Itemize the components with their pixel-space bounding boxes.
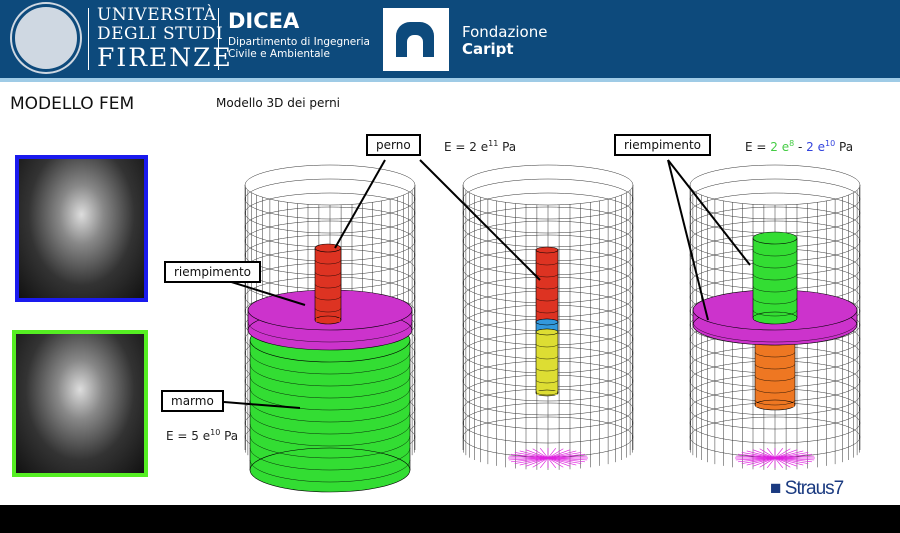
callout-arrow: [223, 401, 301, 409]
marble-block-grid: [249, 387, 411, 411]
callout-arrow: [667, 159, 709, 321]
filling-core-top: [752, 231, 798, 245]
filling-disc-grid: [247, 321, 413, 343]
pin-lower-grid: [535, 343, 559, 348]
filling-core-grid: [752, 249, 798, 257]
pin: [535, 249, 559, 323]
dept-subtitle: Dipartimento di Ingegneria Civile e Ambi…: [228, 36, 370, 60]
filling-core-grid: [752, 273, 798, 281]
support-constraint: [735, 455, 815, 461]
pin-lower-top: [535, 328, 559, 336]
pin-lower-grid: [754, 363, 796, 370]
filling-core-grid: [752, 261, 798, 269]
mesh-ring: [462, 164, 634, 206]
university-seal-logo: [12, 4, 80, 72]
filling-core: [752, 237, 798, 319]
label-riempimento-left: riempimento: [164, 261, 262, 283]
university-line-1: UNIVERSITÀ: [97, 5, 217, 25]
pin-lower-grid: [535, 379, 559, 384]
pin-grid: [535, 297, 559, 302]
straus7-logo: ■ Straus7: [770, 478, 844, 499]
filling-disc-grid: [692, 321, 858, 343]
mesh-ring: [462, 402, 634, 444]
callout-arrow: [334, 159, 386, 249]
marble-block-grid: [249, 351, 411, 375]
divider: [218, 8, 219, 70]
slide-title: MODELLO FEM: [10, 94, 135, 114]
eq-marmo: E = 5 e10 Pa: [166, 428, 239, 443]
filling-core-grid: [752, 309, 798, 317]
mesh-ring: [689, 164, 861, 206]
pin-lower-grid: [754, 375, 796, 382]
pin-fill: [316, 318, 340, 322]
foundation-logo: [383, 8, 449, 71]
university-name: UNIVERSITÀ DEGLI STUDI FIRENZE: [97, 6, 233, 72]
dept-name: DICEA: [228, 9, 300, 33]
marble-block-grid: [249, 447, 411, 471]
dept-sub-1: Dipartimento di Ingegneria: [228, 36, 370, 48]
pin-lower-grid: [754, 351, 796, 358]
pin-top: [535, 246, 559, 254]
pin-connector-top: [535, 318, 559, 326]
dept-sub-2: Civile e Ambientale: [228, 48, 330, 60]
divider: [88, 8, 89, 70]
pin-lower-fill: [537, 391, 557, 395]
pin-lower-grid: [535, 355, 559, 360]
mesh-ring: [244, 178, 416, 220]
pin-lower: [535, 331, 559, 394]
mesh-ring: [244, 192, 416, 234]
marble-block-grid: [249, 423, 411, 447]
label-perno: perno: [366, 134, 421, 156]
mesh-ring: [462, 192, 634, 234]
university-line-3: FIRENZE: [97, 43, 233, 72]
filling-core-fill: [754, 316, 796, 320]
callout-arrow: [667, 159, 751, 266]
pin-grid: [535, 309, 559, 314]
xray-photo-bottom: [12, 330, 148, 477]
filling-core-grid: [752, 297, 798, 305]
eq-perno: E = 2 e11 Pa: [444, 139, 517, 154]
xray-photo-top: [15, 155, 148, 302]
mesh-ring: [244, 164, 416, 206]
eq-riempimento: E = 2 e8 - 2 e10 Pa: [745, 139, 854, 154]
pin-grid: [314, 307, 342, 313]
pin-grid: [314, 271, 342, 277]
bottom-bar: [0, 505, 900, 533]
pin-lower-grid: [535, 367, 559, 372]
foundation-line-2: Caript: [462, 40, 514, 58]
pin-grid: [314, 295, 342, 301]
label-riempimento-right: riempimento: [614, 134, 712, 156]
pin: [314, 247, 342, 321]
foundation-line-1: Fondazione: [462, 23, 548, 41]
pin-grid: [314, 259, 342, 265]
pin-lower: [754, 339, 796, 406]
marble-block-grid: [249, 363, 411, 387]
label-marmo: marmo: [161, 390, 224, 412]
marble-block-grid: [249, 411, 411, 435]
header-banner: UNIVERSITÀ DEGLI STUDI FIRENZE DICEA Dip…: [0, 0, 900, 82]
slide-subtitle: Modello 3D dei perni: [216, 96, 341, 110]
pin-lower-grid: [754, 399, 796, 406]
marble-block-grid: [249, 459, 411, 483]
mesh-ring: [462, 178, 634, 220]
pin-lower-grid: [535, 391, 559, 396]
marble-block-grid: [249, 375, 411, 399]
foundation-name: Fondazione Caript: [462, 24, 547, 58]
pin-grid: [535, 261, 559, 266]
callout-arrow: [419, 159, 541, 281]
pin-grid: [535, 273, 559, 278]
pin-grid: [535, 285, 559, 290]
pin-top: [314, 243, 342, 253]
university-line-2: DEGLI STUDI: [97, 24, 224, 44]
pin-lower-grid: [754, 387, 796, 394]
mesh-ring: [689, 178, 861, 220]
marble-block-grid: [249, 399, 411, 423]
callout-arrow: [224, 279, 306, 306]
pin-grid: [314, 283, 342, 289]
marble-block-grid: [249, 435, 411, 459]
support-constraint: [508, 455, 588, 461]
filling-core-grid: [752, 285, 798, 293]
